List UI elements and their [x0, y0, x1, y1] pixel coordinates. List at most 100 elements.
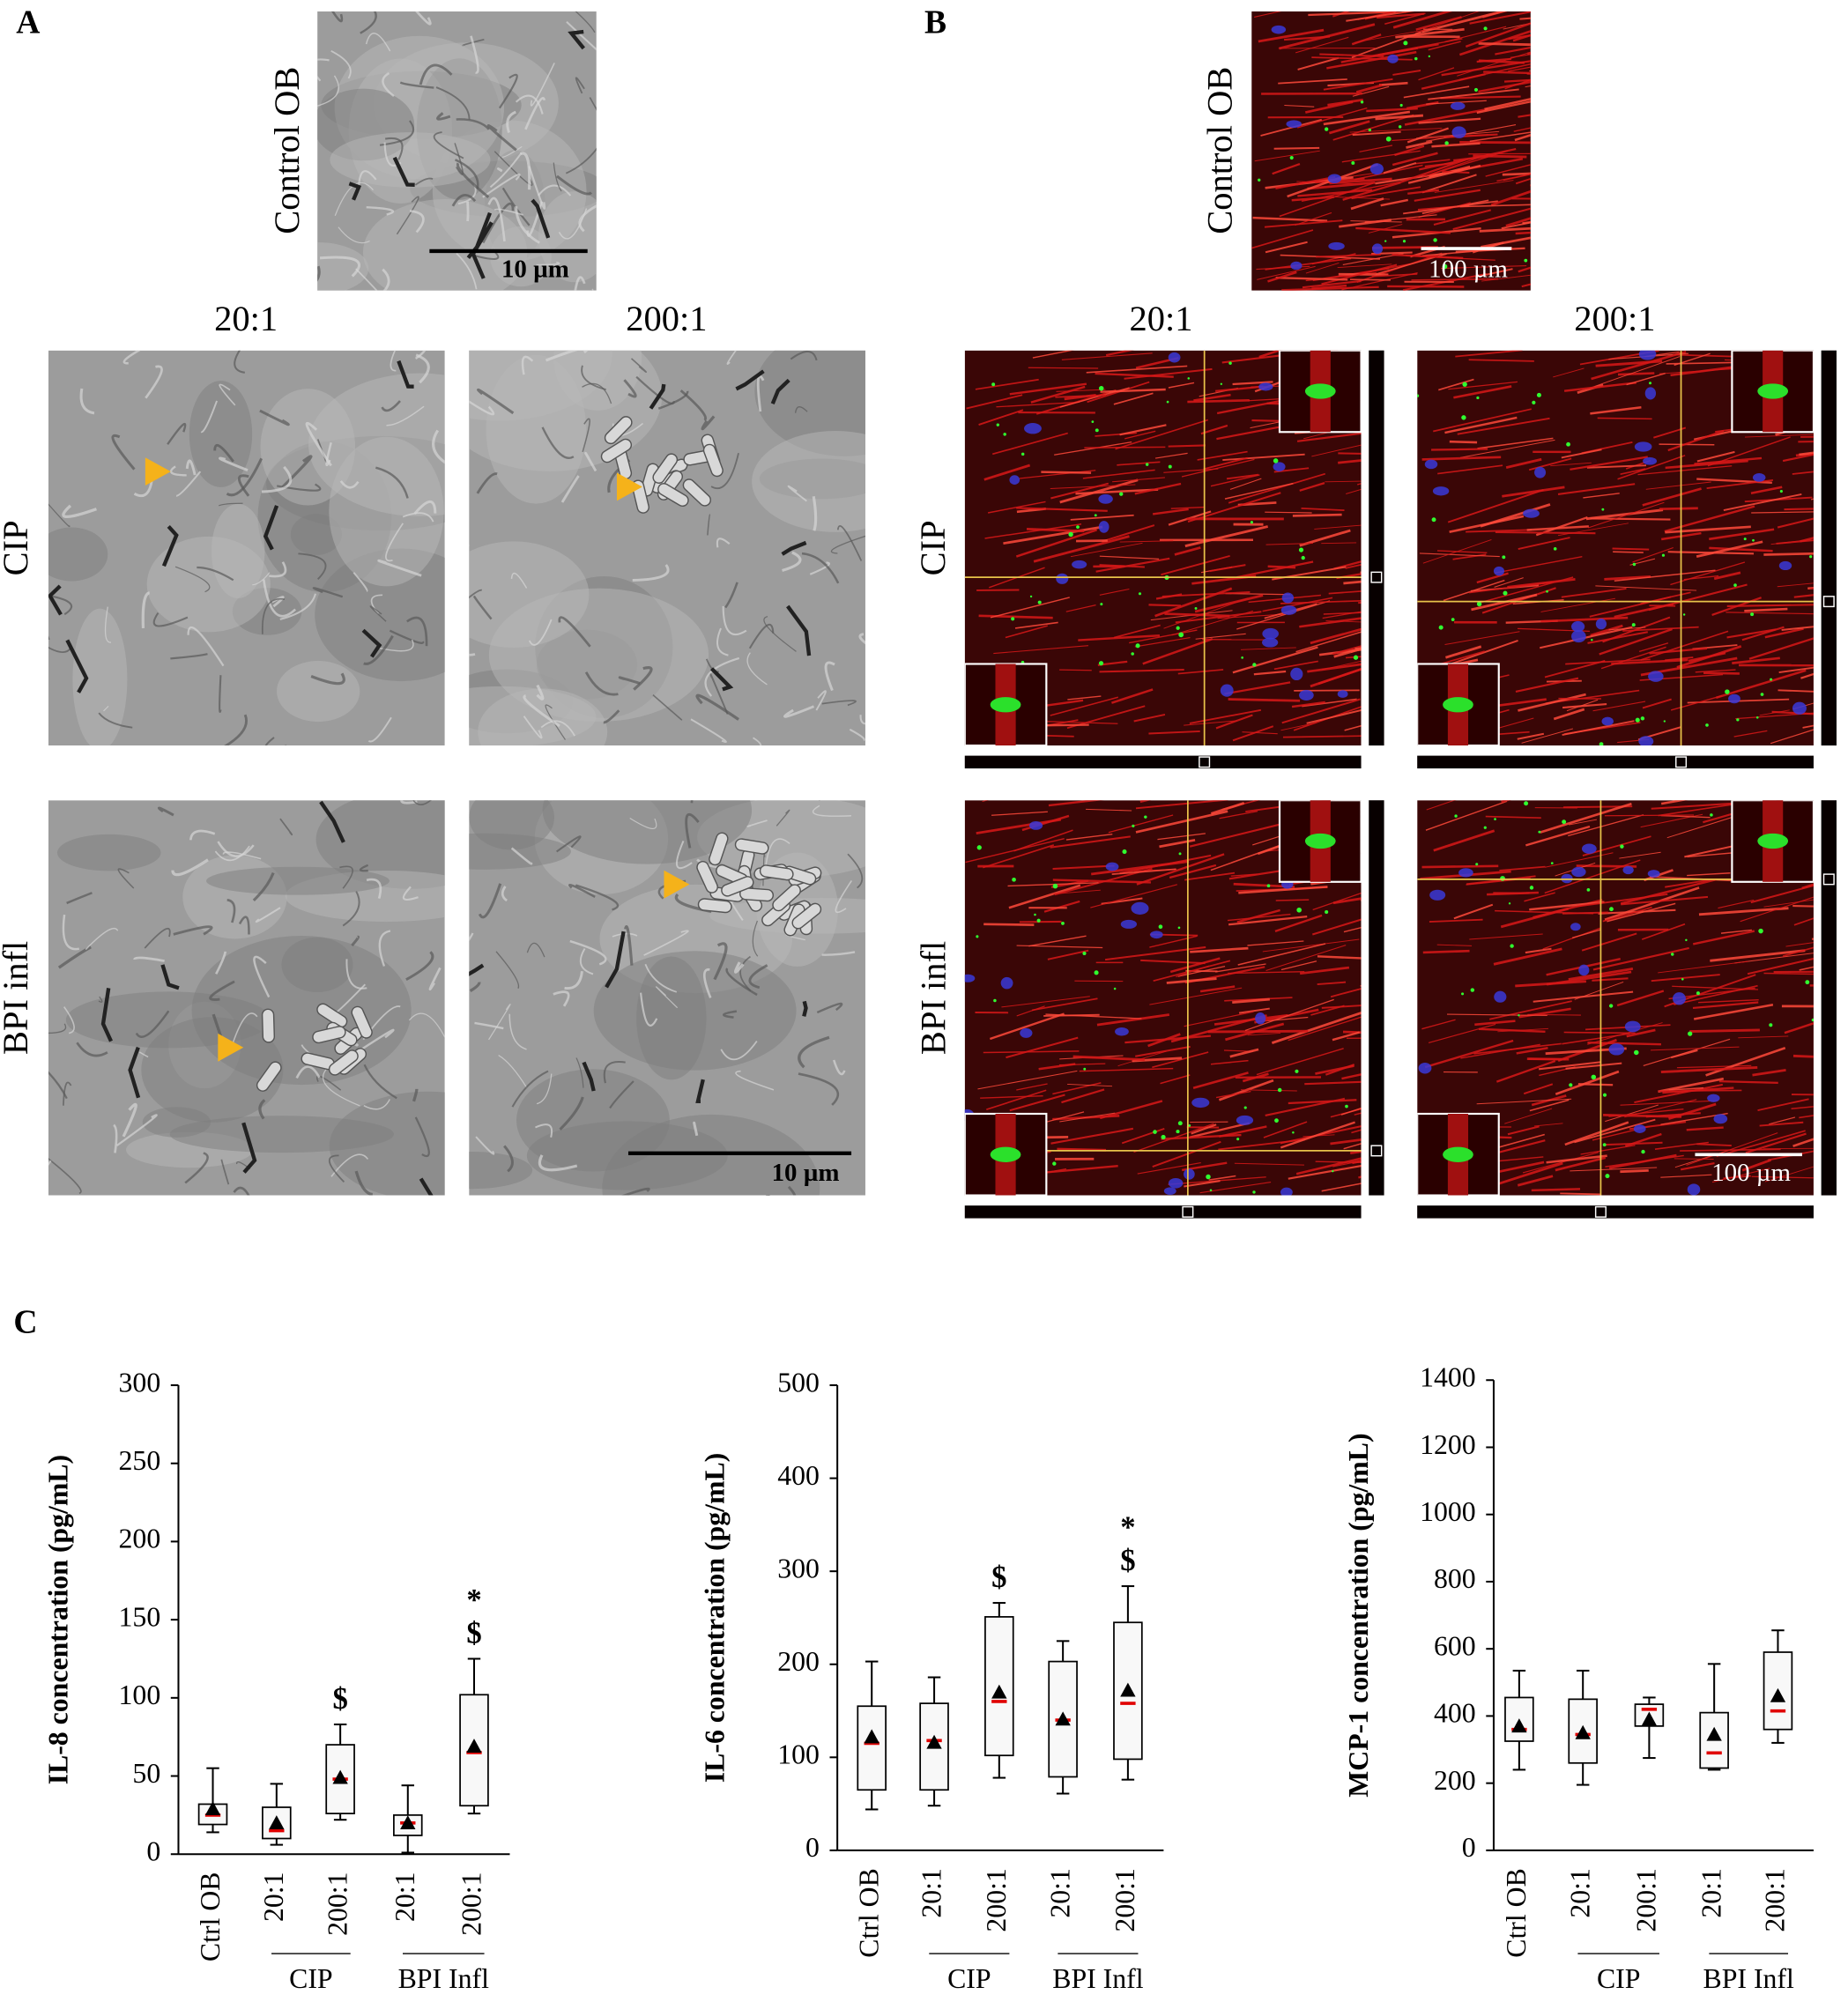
sem-fiber: [103, 705, 109, 712]
sem-fiber: [386, 405, 425, 426]
actin-fiber: [1770, 729, 1814, 745]
sem-fiber: [494, 208, 523, 216]
bacterium: [759, 864, 794, 881]
sem-fiber: [363, 1064, 397, 1100]
actin-fiber: [1272, 162, 1301, 175]
nucleus: [1432, 486, 1450, 496]
actin-fiber: [1219, 810, 1258, 819]
sem-fiber: [298, 552, 327, 580]
actin-fiber: [1495, 47, 1531, 56]
actin-fiber: [1513, 127, 1531, 132]
actin-fiber: [1341, 150, 1421, 163]
actin-fiber: [1484, 98, 1531, 111]
actin-fiber: [1392, 11, 1453, 29]
z-strip: [964, 755, 1362, 769]
sem-fiber: [451, 194, 477, 207]
nucleus: [1020, 1027, 1033, 1038]
actin-fiber: [1065, 833, 1113, 841]
bacterium-signal: [1688, 1031, 1693, 1036]
sem-fiber: [219, 675, 222, 713]
actin-fiber: [1234, 1162, 1305, 1166]
sem-shade: [276, 660, 360, 723]
actin-fiber: [1784, 508, 1814, 511]
actin-fiber: [1741, 626, 1785, 641]
sem-shade: [542, 800, 753, 864]
actin-fiber: [1651, 1046, 1740, 1051]
sem-fiber: [359, 864, 369, 872]
actin-fiber: [1328, 120, 1370, 135]
actin-fiber: [1642, 487, 1702, 507]
actin-fiber: [1322, 611, 1362, 619]
actin-fiber: [1624, 1132, 1662, 1147]
group-label: CIP: [947, 1963, 991, 1994]
inset-signal: [1443, 697, 1473, 713]
actin-fiber: [1585, 356, 1681, 390]
bacterium-signal: [1332, 1169, 1334, 1173]
actin-fiber: [1616, 990, 1665, 1007]
actin-fiber: [1355, 226, 1451, 234]
sem-fiber: [384, 137, 404, 160]
bacterium-signal: [1161, 1134, 1166, 1140]
nucleus: [1647, 870, 1660, 878]
z-strip: [1369, 800, 1384, 1196]
actin-fiber: [1282, 735, 1362, 738]
actin-fiber: [1352, 130, 1401, 137]
z-marker: [1822, 596, 1835, 608]
sem-crack: [710, 667, 734, 692]
actin-fiber: [1028, 367, 1099, 369]
actin-fiber: [983, 1050, 1080, 1054]
actin-fiber: [1624, 1099, 1697, 1118]
actin-fiber: [1525, 947, 1552, 954]
actin-fiber: [996, 401, 1080, 408]
bacterium-signal: [1345, 1104, 1348, 1109]
actin-fiber: [1670, 1049, 1698, 1059]
y-tick-label: 150: [119, 1601, 161, 1632]
actin-fiber: [1550, 462, 1592, 467]
bacterium: [312, 1026, 346, 1044]
actin-fiber: [1015, 529, 1098, 558]
bacterium-signal: [1095, 428, 1099, 433]
actin-fiber: [1288, 1016, 1362, 1042]
actin-fiber: [1665, 525, 1751, 534]
actin-fiber: [1228, 698, 1301, 702]
sem-fiber: [219, 502, 243, 507]
bacterium-signal: [1241, 656, 1243, 659]
sem-fiber: [511, 1070, 549, 1108]
sem-fiber: [575, 11, 596, 33]
actin-fiber: [1440, 95, 1521, 100]
actin-fiber: [1426, 124, 1517, 142]
bacterium-signal: [1476, 396, 1480, 400]
sem-fiber: [657, 390, 689, 410]
bacterium-signal: [1620, 844, 1624, 849]
actin-fiber: [1332, 645, 1362, 656]
x-tick-label: 20:1: [390, 1872, 420, 1922]
actin-fiber: [1421, 1019, 1456, 1030]
nucleus: [1072, 560, 1087, 569]
actin-fiber: [983, 923, 1035, 926]
sem-fiber: [535, 1123, 553, 1138]
actin-fiber: [1651, 802, 1739, 810]
sem-fiber: [521, 355, 534, 375]
sem-fiber: [739, 955, 752, 992]
actin-fiber: [1521, 283, 1531, 288]
actin-fiber: [1750, 486, 1783, 495]
y-tick-label: 500: [777, 1367, 820, 1398]
box: [857, 1705, 887, 1791]
nucleus: [1429, 889, 1446, 901]
sem-fiber: [858, 633, 865, 645]
actin-fiber: [1494, 1161, 1563, 1187]
actin-fiber: [1763, 972, 1814, 975]
actin-fiber: [1258, 28, 1325, 43]
sem-shade: [526, 1121, 728, 1190]
sem-fiber: [553, 990, 570, 1007]
sem-fiber: [76, 1042, 108, 1057]
x-tick-label: 20:1: [1696, 1868, 1726, 1918]
sem-fiber: [476, 472, 498, 494]
bacterium-signal: [1250, 521, 1253, 524]
mean-marker: [1120, 1682, 1136, 1697]
sem-fiber: [469, 544, 471, 546]
significance-mark: $: [991, 1560, 1006, 1594]
actin-fiber: [1332, 114, 1414, 141]
sem-fiber: [396, 196, 419, 235]
actin-fiber: [1242, 731, 1278, 735]
